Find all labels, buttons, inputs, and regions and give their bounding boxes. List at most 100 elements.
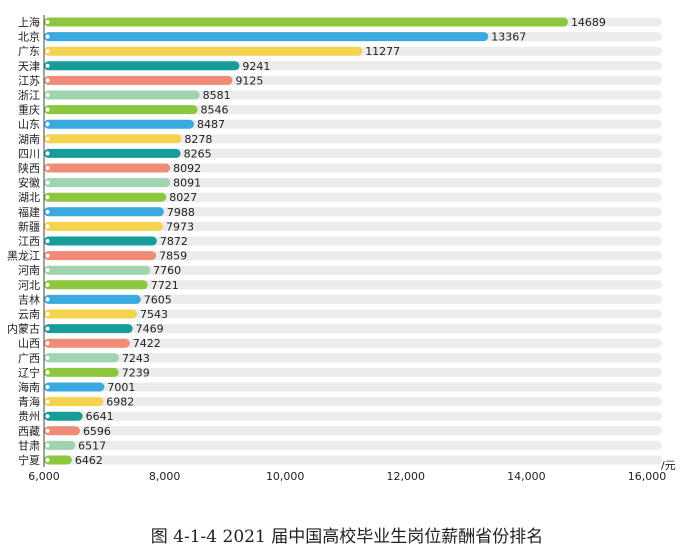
bar-贵州 — [44, 411, 83, 421]
bar-江苏 — [44, 75, 233, 85]
bar-start-dot — [44, 413, 51, 420]
bar-start-dot — [44, 237, 51, 245]
bar-甘肃 — [44, 440, 76, 450]
x-axis-ticks: 6,000 8,000 10,000 12,000 14,000 16,000 — [28, 470, 666, 483]
bar-天津 — [44, 61, 240, 71]
bar-start-dot — [44, 223, 51, 230]
bar-start-dot — [44, 267, 51, 274]
bar-track — [44, 367, 662, 377]
category-label: 湖北 — [18, 191, 40, 204]
value-label: 7973 — [166, 220, 194, 233]
x-tick-label: 16,000 — [628, 470, 667, 483]
bar-云南 — [44, 309, 138, 319]
bar-track — [44, 294, 662, 304]
value-labels: 1468913367112779241912585818546848782788… — [75, 16, 606, 467]
x-tick-label: 8,000 — [149, 470, 181, 483]
category-label: 黑龙江 — [7, 250, 40, 263]
bar-start-dot — [44, 164, 51, 172]
bar-广东 — [44, 46, 363, 56]
bar-start-dot — [44, 18, 51, 26]
category-label: 贵州 — [18, 410, 40, 423]
category-label: 上海 — [18, 15, 40, 29]
bar-start-dot — [44, 48, 51, 55]
x-tick-label: 12,000 — [387, 470, 426, 483]
bar-start-dot — [44, 135, 51, 142]
bar-start-dot — [44, 383, 51, 391]
category-label: 北京 — [18, 30, 40, 44]
bar-福建 — [44, 207, 164, 217]
value-label: 7239 — [122, 366, 150, 379]
bar-湖南 — [44, 134, 182, 144]
bar-新疆 — [44, 221, 163, 231]
bar-start-dot — [44, 62, 51, 69]
bar-start-dot — [44, 121, 51, 128]
value-label: 8278 — [184, 133, 212, 146]
value-label: 14689 — [571, 16, 606, 29]
bar-start-dot — [44, 208, 51, 215]
bar-start-dot — [44, 150, 51, 157]
bar-track — [44, 397, 662, 407]
category-label: 广东 — [18, 45, 40, 58]
bar-湖北 — [44, 192, 167, 202]
category-label: 山西 — [18, 337, 40, 350]
bar-start-dot — [44, 33, 51, 40]
bar-track — [44, 426, 662, 436]
value-label: 8546 — [201, 104, 229, 117]
bar-track — [44, 178, 662, 188]
bar-start-dot — [44, 398, 51, 405]
category-label: 海南 — [18, 380, 40, 394]
value-label: 7859 — [159, 250, 187, 263]
bar-安徽 — [44, 178, 171, 188]
value-label: 7988 — [167, 206, 195, 219]
category-label: 湖南 — [18, 133, 40, 146]
bar-广西 — [44, 353, 119, 363]
bars — [44, 17, 568, 465]
value-label: 8091 — [173, 177, 201, 190]
bar-track — [44, 280, 662, 290]
bar-河北 — [44, 280, 148, 290]
unit-label: /元 — [661, 459, 676, 472]
category-label: 安徽 — [18, 176, 40, 190]
bar-重庆 — [44, 105, 198, 115]
bar-track — [44, 148, 662, 158]
bar-start-dot — [44, 427, 51, 434]
bar-start-dot — [44, 456, 51, 464]
bar-start-dot — [44, 369, 51, 376]
bar-start-dot — [44, 106, 51, 113]
category-label: 江西 — [18, 235, 40, 248]
bar-四川 — [44, 148, 181, 158]
x-tick-label: 10,000 — [266, 470, 305, 483]
value-label: 7605 — [144, 293, 172, 306]
bar-陕西 — [44, 163, 171, 173]
bar-start-dot — [44, 281, 51, 288]
value-label: 6596 — [83, 425, 111, 438]
category-label: 内蒙古 — [7, 322, 40, 336]
category-label: 河北 — [18, 279, 40, 292]
bar-track — [44, 324, 662, 334]
bar-track — [44, 309, 662, 319]
category-label: 福建 — [18, 205, 40, 219]
bar-start-dot — [44, 310, 51, 318]
bar-青海 — [44, 397, 104, 407]
bar-track — [44, 163, 662, 173]
bar-track — [44, 221, 662, 231]
bar-tracks — [44, 17, 662, 465]
value-label: 7721 — [151, 279, 179, 292]
bar-track — [44, 251, 662, 261]
category-label: 山东 — [18, 118, 40, 131]
bar-江西 — [44, 236, 157, 246]
bar-河南 — [44, 265, 151, 275]
x-tick-label: 14,000 — [507, 470, 546, 483]
category-label: 四川 — [18, 147, 40, 160]
bar-track — [44, 265, 662, 275]
bar-start-dot — [44, 325, 51, 332]
value-label: 6462 — [75, 454, 103, 467]
category-label: 新疆 — [18, 219, 40, 233]
chart-title: 图 4-1-4 2021 届中国高校毕业生岗位薪酬省份排名 — [150, 527, 544, 547]
bar-辽宁 — [44, 367, 119, 377]
bar-start-dot — [44, 296, 51, 303]
value-label: 8092 — [173, 162, 201, 175]
value-label: 7469 — [136, 323, 164, 336]
bar-track — [44, 236, 662, 246]
